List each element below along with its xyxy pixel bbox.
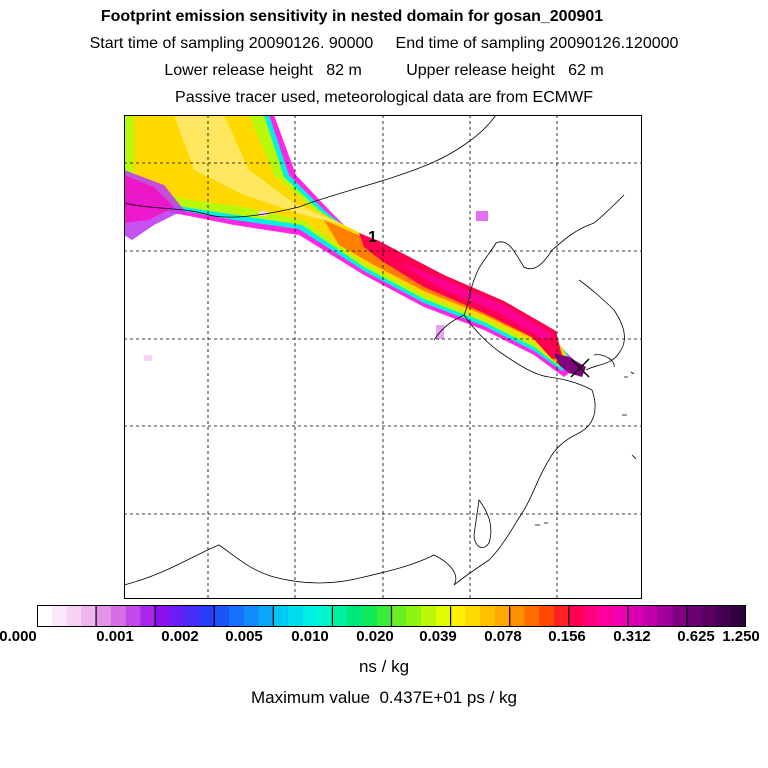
colorbar-cell xyxy=(672,605,688,627)
colorbar-tick-label: 0.078 xyxy=(484,628,522,645)
map-title: Footprint emission sensitivity in nested… xyxy=(100,8,604,25)
colorbar-cell xyxy=(199,605,215,627)
colorbar-cell xyxy=(421,605,437,627)
trajectory-label: 1 xyxy=(368,229,377,246)
colorbar-cell xyxy=(494,605,510,627)
colorbar-cell xyxy=(140,605,156,627)
footprint-plume xyxy=(124,115,586,377)
colorbar-cell xyxy=(243,605,259,627)
colorbar-cell xyxy=(96,605,112,627)
footprint-map: 1 xyxy=(124,115,642,599)
colorbar-cell xyxy=(568,605,584,627)
x-marker xyxy=(570,358,590,378)
colorbar-cell xyxy=(376,605,392,627)
colorbar-cell xyxy=(37,605,53,627)
colorbar-cell xyxy=(81,605,97,627)
colorbar-cell xyxy=(465,605,481,627)
colorbar-tick-label: 0.005 xyxy=(225,628,263,645)
colorbar-cell xyxy=(66,605,82,627)
colorbar-cell xyxy=(686,605,702,627)
colorbar-cell xyxy=(657,605,673,627)
colorbar-border xyxy=(37,605,746,627)
colorbar-cell xyxy=(731,605,746,627)
colorbar-tick-label: 0.002 xyxy=(161,628,199,645)
colorbar-cell xyxy=(716,605,732,627)
colorbar-tick-label: 0.625 xyxy=(677,628,715,645)
colorbar-cell xyxy=(642,605,658,627)
colorbar-cell xyxy=(598,605,614,627)
colorbar-cell xyxy=(273,605,289,627)
colorbar-cell xyxy=(613,605,629,627)
colorbar-tick-label: 0.039 xyxy=(419,628,457,645)
colorbar-tick-label: 1.250 xyxy=(722,628,760,645)
colorbar-cell xyxy=(258,605,274,627)
colorbar-tick-label: 0.010 xyxy=(291,628,329,645)
colorbar-cell xyxy=(332,605,348,627)
colorbar-cell xyxy=(155,605,171,627)
colorbar-tick-label: 0.020 xyxy=(356,628,394,645)
colorbar-tick-label: 0.000 xyxy=(0,628,37,645)
colorbar xyxy=(37,605,746,627)
coastlines xyxy=(124,115,637,586)
colorbar-cell xyxy=(169,605,186,627)
colorbar-cell xyxy=(701,605,717,627)
colorbar-cell xyxy=(51,605,67,627)
colorbar-cell xyxy=(110,605,126,627)
colorbar-tick-label: 0.312 xyxy=(613,628,651,645)
colorbar-cell xyxy=(125,605,141,627)
colorbar-cell xyxy=(450,605,466,627)
colorbar-cell xyxy=(524,605,540,627)
colorbar-tick-label: 0.001 xyxy=(96,628,134,645)
lat-lon-grid xyxy=(124,115,642,599)
colorbar-cell xyxy=(302,605,318,627)
colorbar-cell xyxy=(627,605,643,627)
colorbar-tick-label: 0.156 xyxy=(548,628,586,645)
release-heights: Lower release height 82 m Upper release … xyxy=(164,62,604,79)
colorbar-cell xyxy=(288,605,304,627)
tracer-info: Passive tracer used, meteorological data… xyxy=(175,89,593,106)
sampling-times: Start time of sampling 20090126. 90000 E… xyxy=(89,35,679,52)
colorbar-cell xyxy=(391,605,407,627)
colorbar-cell xyxy=(553,605,570,627)
colorbar-cell xyxy=(480,605,496,627)
colorbar-cell xyxy=(317,605,333,627)
colorbar-cell xyxy=(229,605,245,627)
colorbar-cell xyxy=(184,605,200,627)
colorbar-cell xyxy=(509,605,525,627)
colorbar-cell xyxy=(406,605,422,627)
colorbar-cell xyxy=(583,605,599,627)
colorbar-cell xyxy=(435,605,451,627)
colorbar-cell xyxy=(361,605,378,627)
colorbar-cell xyxy=(347,605,363,627)
colorbar-units: ns / kg xyxy=(358,657,410,676)
colorbar-cell xyxy=(214,605,230,627)
maximum-value: Maximum value 0.437E+01 ps / kg xyxy=(251,688,517,707)
colorbar-cell xyxy=(539,605,555,627)
